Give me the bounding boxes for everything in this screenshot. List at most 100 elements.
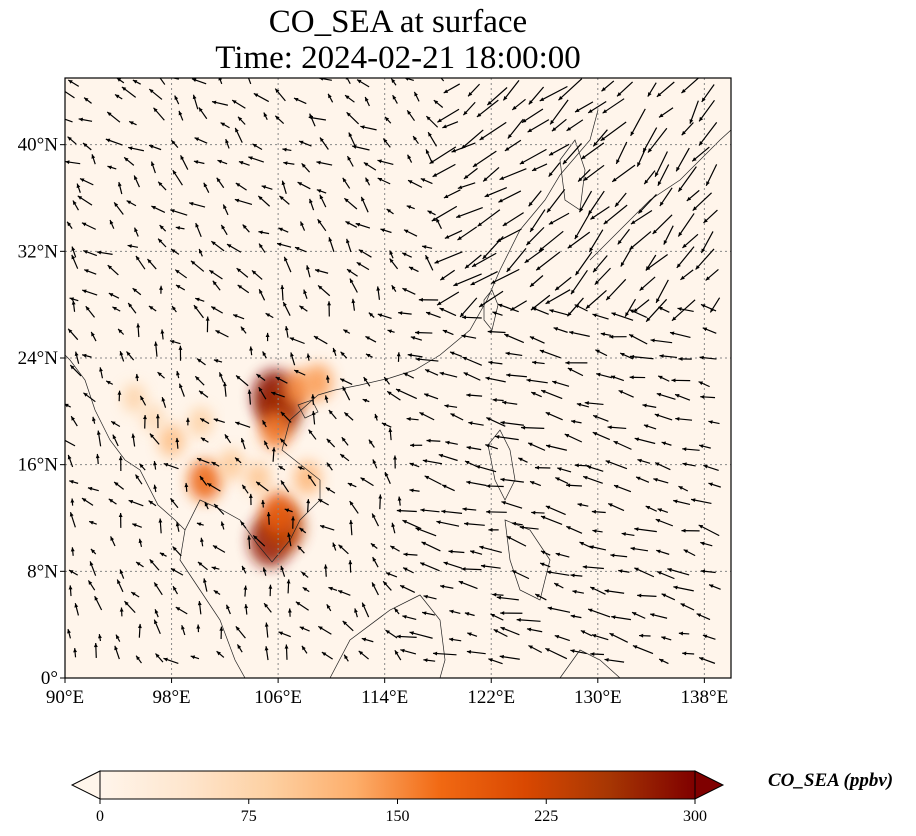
wind-arrow: [511, 521, 523, 526]
wind-arrow: [169, 498, 179, 509]
wind-arrow: [647, 127, 668, 153]
wind-arrow: [545, 505, 566, 516]
wind-arrow: [127, 302, 137, 314]
chart-subtitle-time: Time: 2024-02-21 18:00:00: [215, 40, 581, 76]
wind-arrow: [170, 567, 184, 576]
wind-arrow: [92, 416, 96, 424]
wind-arrow: [555, 476, 569, 485]
wind-arrow: [324, 395, 329, 403]
wind-arrow: [496, 595, 519, 601]
wind-arrow: [643, 424, 657, 430]
wind-arrow: [261, 185, 273, 190]
wind-arrow: [588, 229, 604, 253]
wind-arrow: [592, 313, 609, 320]
concentration-hotspot-9: [188, 460, 222, 502]
wind-arrow: [188, 201, 206, 208]
wind-arrow: [326, 604, 332, 612]
wind-arrow: [342, 177, 351, 189]
wind-arrow: [135, 255, 146, 270]
wind-arrow: [637, 458, 651, 464]
borneo-coast: [329, 594, 446, 678]
wind-arrow: [163, 657, 179, 664]
wind-arrow: [159, 552, 167, 557]
lon-tick-label: 98°E: [152, 687, 190, 708]
wind-arrow: [421, 541, 441, 552]
wind-arrow: [461, 129, 484, 150]
wind-arrow: [216, 650, 225, 658]
wind-arrow: [673, 499, 691, 505]
wind-arrow: [339, 378, 353, 386]
wind-arrow: [624, 298, 637, 317]
wind-arrow: [256, 373, 266, 381]
wind-arrow: [134, 474, 143, 485]
wind-arrow: [185, 417, 190, 426]
wind-arrow: [432, 163, 456, 178]
wind-arrow: [468, 421, 484, 426]
wind-arrow: [170, 209, 188, 216]
wind-arrow: [77, 195, 93, 206]
wind-arrow: [392, 94, 398, 104]
wind-arrow: [155, 653, 164, 663]
wind-arrow: [317, 285, 331, 297]
wind-arrow: [445, 440, 458, 445]
wind-arrow: [463, 167, 478, 180]
wind-arrow: [629, 231, 652, 250]
wind-arrow: [216, 177, 225, 189]
wind-arrow: [174, 95, 180, 105]
wind-arrow: [128, 146, 145, 152]
wind-arrow: [89, 561, 97, 576]
wind-arrow: [545, 289, 571, 305]
wind-arrow: [113, 481, 125, 490]
wind-arrow: [382, 580, 392, 591]
wind-arrow: [107, 264, 119, 276]
wind-arrow: [396, 508, 417, 513]
wind-arrow: [109, 219, 115, 229]
wind-arrow: [399, 584, 416, 593]
wind-arrow: [265, 312, 274, 319]
wind-arrow: [387, 329, 395, 334]
wind-arrow: [172, 169, 183, 186]
wind-arrow: [306, 353, 311, 361]
wind-arrow: [683, 549, 696, 557]
wind-arrow: [274, 88, 286, 102]
wind-arrow: [143, 414, 147, 429]
wind-arrow: [443, 189, 461, 199]
wind-arrow: [153, 619, 161, 635]
wind-arrow: [317, 218, 327, 232]
wind-arrow: [440, 78, 445, 82]
wind-arrow: [74, 603, 80, 616]
wind-arrow: [294, 246, 307, 253]
wind-arrow: [611, 615, 632, 621]
wind-arrow: [314, 268, 329, 274]
wind-arrow: [175, 606, 188, 615]
wind-arrow: [83, 97, 92, 104]
wind-arrow: [126, 351, 135, 361]
wind-arrow: [678, 631, 690, 636]
wind-arrow: [645, 505, 657, 512]
wind-arrow: [480, 564, 501, 569]
wind-arrow: [632, 299, 650, 313]
wind-arrow: [213, 359, 223, 363]
wind-arrow: [66, 221, 73, 229]
wind-arrow: [284, 644, 289, 660]
wind-arrow: [471, 252, 497, 268]
wind-arrow: [190, 655, 200, 660]
wind-arrow: [264, 646, 269, 661]
wind-arrow: [391, 284, 397, 292]
wind-arrow: [171, 305, 177, 313]
wind-arrow: [645, 254, 668, 271]
wind-arrow: [655, 279, 669, 304]
wind-arrow: [93, 643, 98, 658]
wind-arrow: [689, 100, 699, 124]
wind-arrow: [566, 119, 584, 132]
wind-arrow: [580, 629, 593, 637]
wind-arrow: [467, 632, 478, 637]
wind-arrow: [365, 177, 371, 186]
wind-arrow: [566, 525, 583, 534]
wind-arrow: [370, 542, 378, 549]
wind-arrow: [159, 224, 167, 232]
wind-arrow: [149, 433, 160, 445]
wind-arrow: [278, 465, 286, 471]
wind-arrow: [132, 523, 142, 528]
wind-arrow: [698, 657, 716, 664]
